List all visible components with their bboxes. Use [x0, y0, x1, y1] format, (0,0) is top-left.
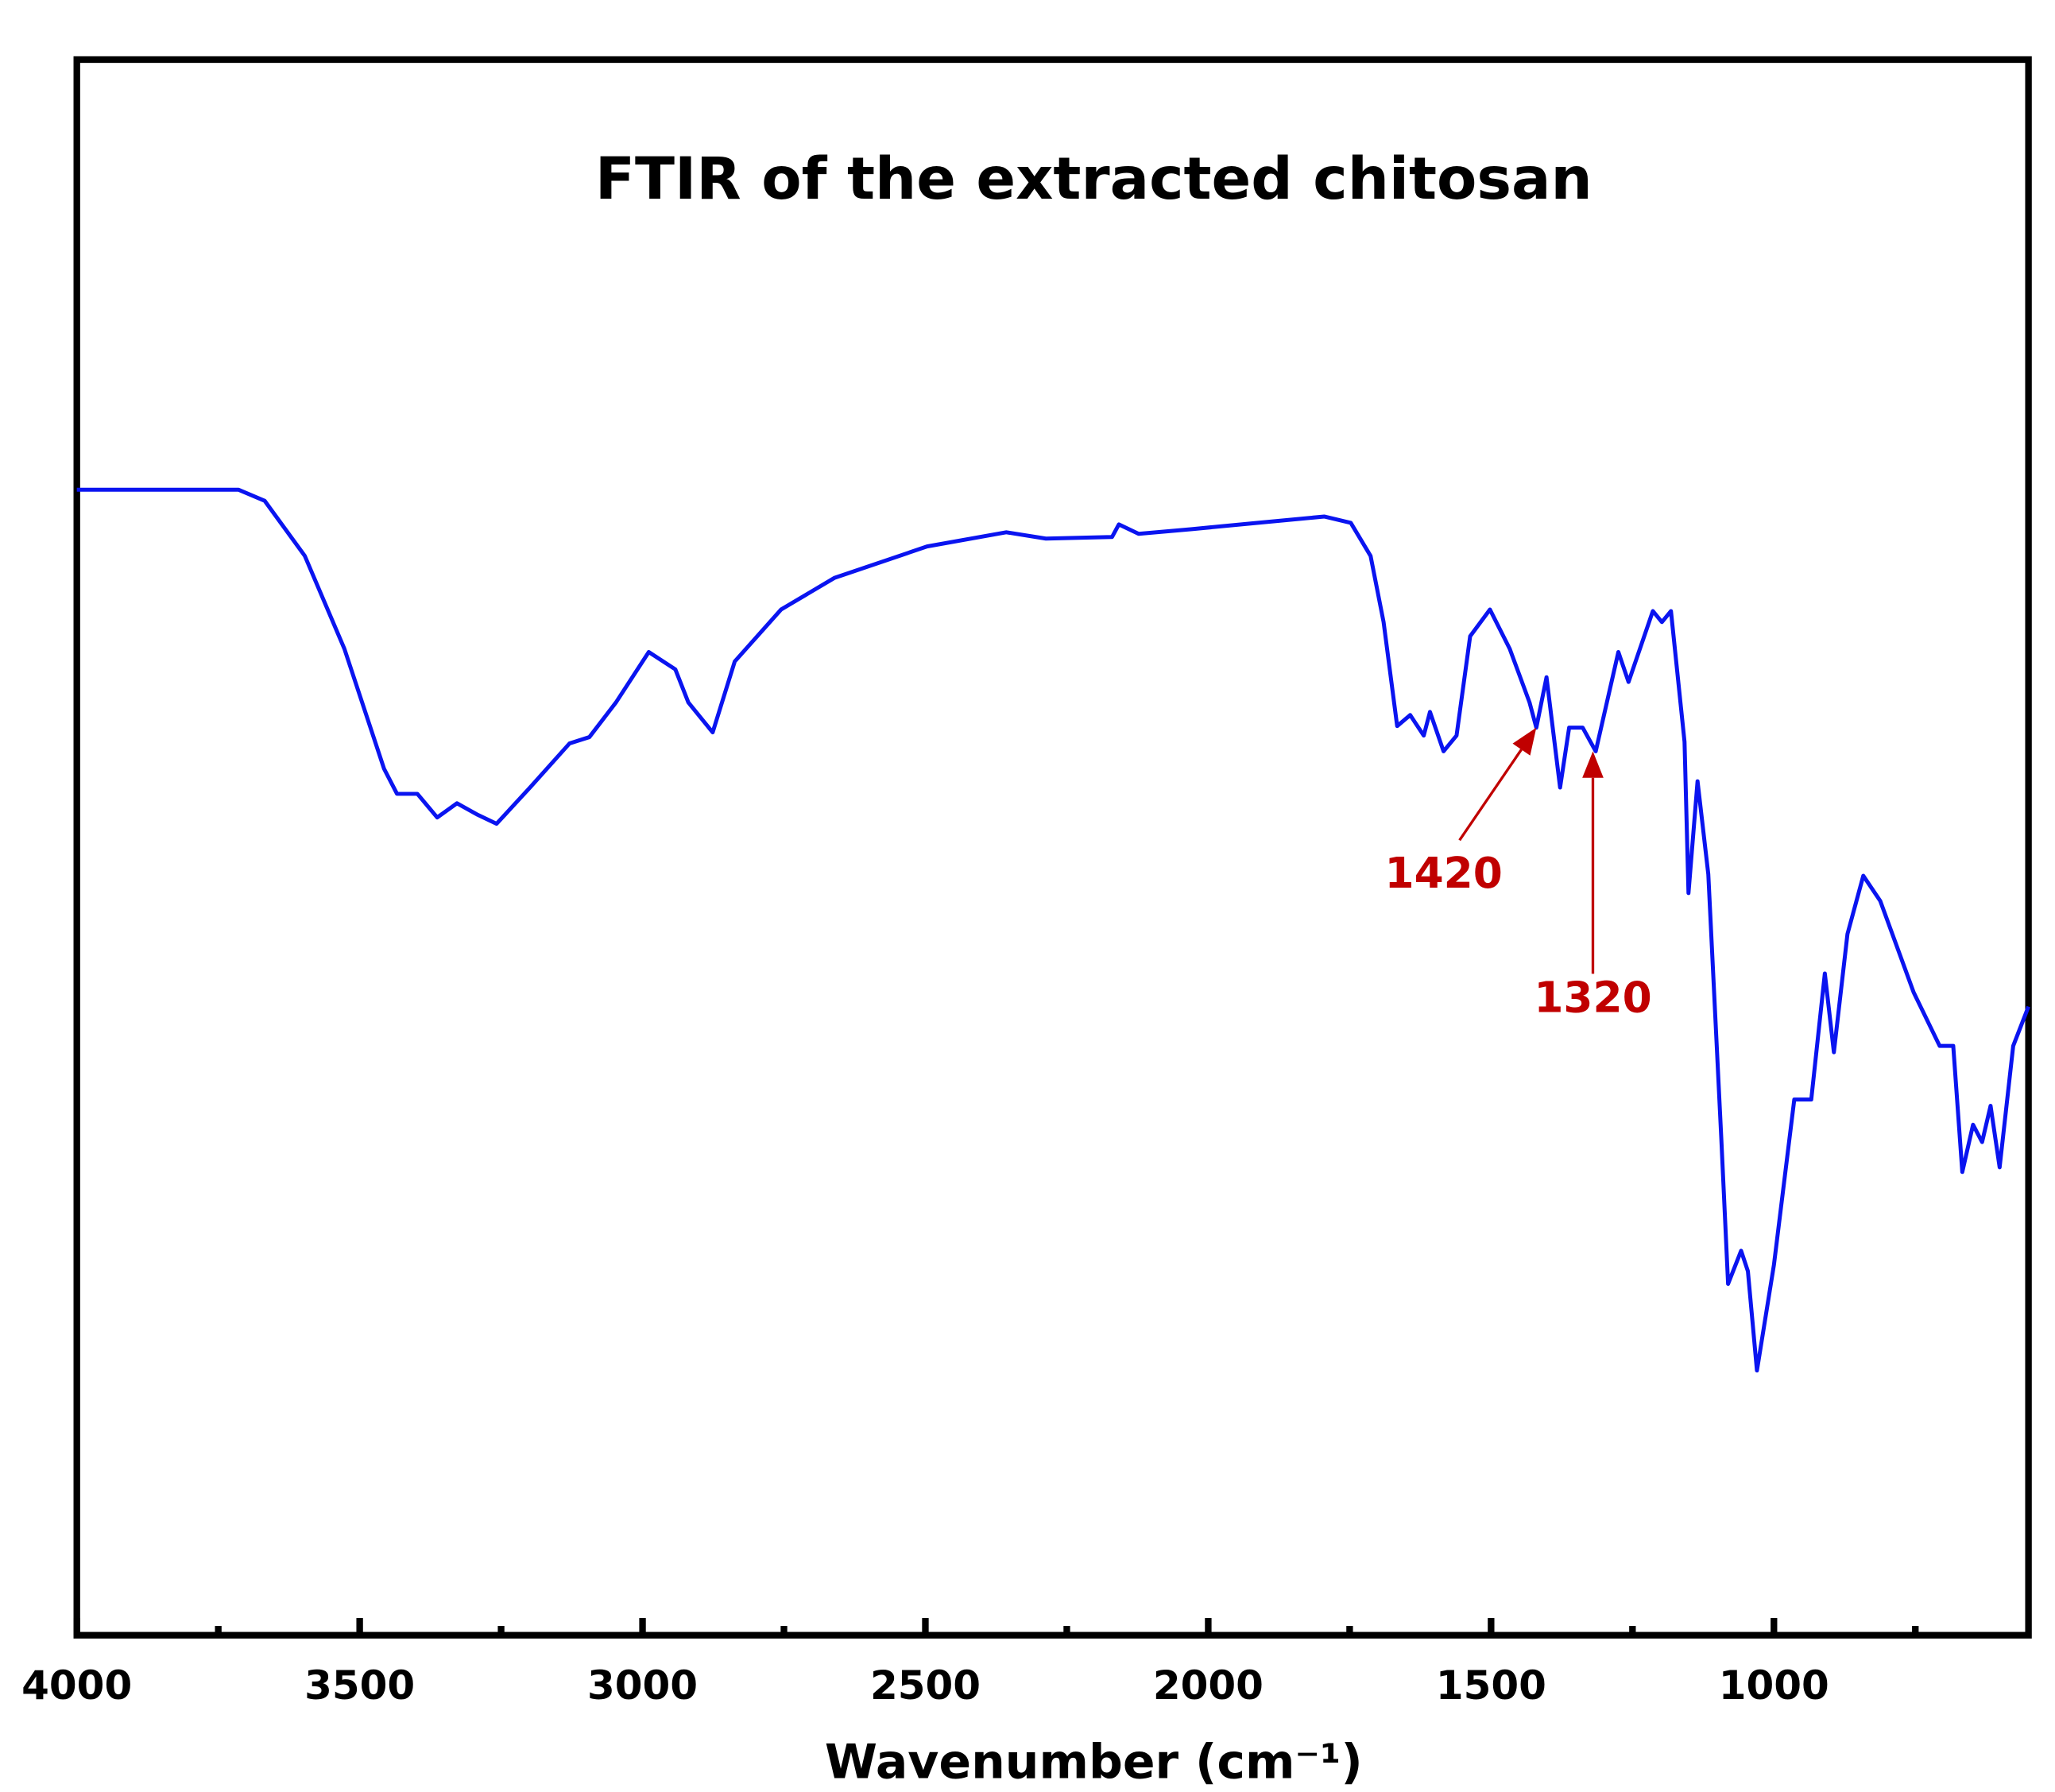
- annotation-arrow-shaft: [1458, 749, 1523, 842]
- x-tick-label: 2500: [870, 1662, 981, 1709]
- x-tick-label: 4000: [21, 1662, 132, 1709]
- annotation-arrow-head: [1582, 751, 1604, 778]
- x-axis-label: Wavenumber (cm⁻¹): [825, 1735, 1363, 1790]
- x-tick-label: 1000: [1719, 1662, 1829, 1709]
- x-tick-label: 3000: [587, 1662, 698, 1709]
- x-tick-label: 1500: [1436, 1662, 1546, 1709]
- chart-title: FTIR of the extracted chitosan: [595, 145, 1593, 213]
- x-tick-label: 3500: [304, 1662, 415, 1709]
- annotation-label: 1320: [1534, 973, 1651, 1022]
- spectrum-line: [76, 487, 2030, 1373]
- annotation-arrow-head: [1512, 727, 1537, 756]
- x-tick-label: 2000: [1153, 1662, 1264, 1709]
- annotation-label: 1420: [1384, 849, 1502, 898]
- plot-frame: [73, 56, 2032, 1639]
